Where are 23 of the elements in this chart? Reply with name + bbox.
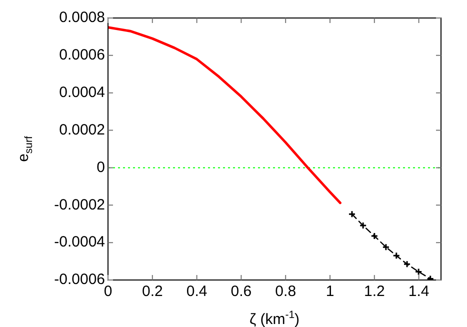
point xyxy=(348,210,356,218)
point xyxy=(392,252,400,260)
point xyxy=(414,268,422,276)
y-tick-label: -0.0006 xyxy=(54,271,105,288)
y-tick-label: -0.0004 xyxy=(54,234,105,251)
x-tick-label: 0.6 xyxy=(230,283,252,300)
y-tick-label: 0.0002 xyxy=(59,121,105,138)
x-tick-label: 1.4 xyxy=(408,283,430,300)
y-tick-label: 0.0008 xyxy=(59,9,105,26)
y-tick-label: 0.0004 xyxy=(59,84,105,101)
y-tick-label: 0 xyxy=(96,158,105,176)
x-tick-label: 1.2 xyxy=(364,283,385,300)
x-tick-label: 1 xyxy=(326,283,334,300)
y-tick-label: -0.0002 xyxy=(54,196,105,214)
y-tick-label: 0.0006 xyxy=(59,46,105,64)
y-axis-title: esurf xyxy=(15,136,35,162)
x-tick-label: 0.8 xyxy=(275,283,296,300)
x-tick-label: 0.4 xyxy=(186,283,208,300)
point xyxy=(370,232,378,240)
x-tick-label: 0.2 xyxy=(142,283,163,300)
point xyxy=(382,243,390,251)
point xyxy=(359,222,367,230)
point xyxy=(403,260,411,268)
